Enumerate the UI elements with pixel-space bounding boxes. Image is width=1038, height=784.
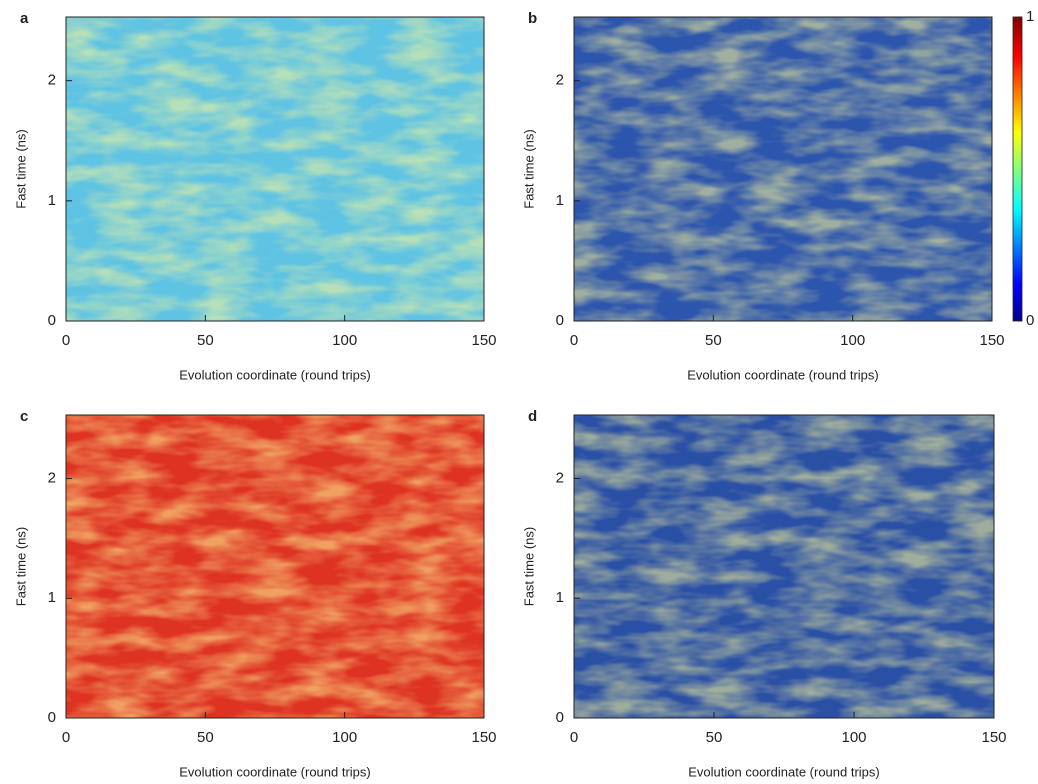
y-axis-label: Fast time (ns) <box>13 129 28 208</box>
x-tick-label: 150 <box>979 332 1004 349</box>
y-tick-label: 2 <box>48 72 56 89</box>
x-tick-label: 100 <box>332 332 357 349</box>
y-axis-label: Fast time (ns) <box>13 527 28 606</box>
x-axis-label: Evolution coordinate (round trips) <box>179 764 371 779</box>
x-tick-label: 150 <box>471 729 496 746</box>
y-tick-label: 2 <box>556 72 564 89</box>
x-tick-label: 50 <box>705 332 722 349</box>
colorbar-tick-label: 1 <box>1026 8 1034 25</box>
y-tick-label: 0 <box>48 312 56 329</box>
figure: 050100150012Evolution coordinate (round … <box>0 0 1038 784</box>
x-tick-label: 150 <box>471 332 496 349</box>
panel-label: b <box>528 10 537 27</box>
x-axis-label: Evolution coordinate (round trips) <box>688 764 880 779</box>
x-tick-label: 0 <box>62 729 70 746</box>
y-tick-label: 1 <box>48 589 56 606</box>
x-tick-label: 0 <box>570 729 578 746</box>
panel-label: a <box>20 10 29 27</box>
x-tick-label: 50 <box>197 332 214 349</box>
heatmap-texture <box>574 415 994 718</box>
y-tick-label: 2 <box>48 469 56 486</box>
y-tick-label: 1 <box>48 192 56 209</box>
heatmap-texture <box>66 415 484 718</box>
y-axis-label: Fast time (ns) <box>521 129 536 208</box>
colorbar-tick-label: 0 <box>1026 312 1034 329</box>
panel-label: d <box>528 408 537 425</box>
panel-label: c <box>20 408 28 425</box>
x-tick-label: 100 <box>841 729 866 746</box>
y-tick-label: 1 <box>556 589 564 606</box>
y-tick-label: 0 <box>48 709 56 726</box>
y-tick-label: 2 <box>556 469 564 486</box>
x-tick-label: 50 <box>706 729 723 746</box>
page: 050100150012Evolution coordinate (round … <box>0 0 1038 784</box>
x-tick-label: 150 <box>981 729 1006 746</box>
x-tick-label: 50 <box>197 729 214 746</box>
y-axis-label: Fast time (ns) <box>521 527 536 606</box>
heatmap-texture <box>66 17 484 321</box>
x-tick-label: 100 <box>332 729 357 746</box>
x-axis-label: Evolution coordinate (round trips) <box>687 367 879 382</box>
y-tick-label: 1 <box>556 192 564 209</box>
colorbar <box>1013 17 1022 321</box>
x-tick-label: 100 <box>840 332 865 349</box>
y-tick-label: 0 <box>556 312 564 329</box>
x-axis-label: Evolution coordinate (round trips) <box>179 367 371 382</box>
heatmap-texture <box>574 17 992 321</box>
x-tick-label: 0 <box>570 332 578 349</box>
y-tick-label: 0 <box>556 709 564 726</box>
x-tick-label: 0 <box>62 332 70 349</box>
